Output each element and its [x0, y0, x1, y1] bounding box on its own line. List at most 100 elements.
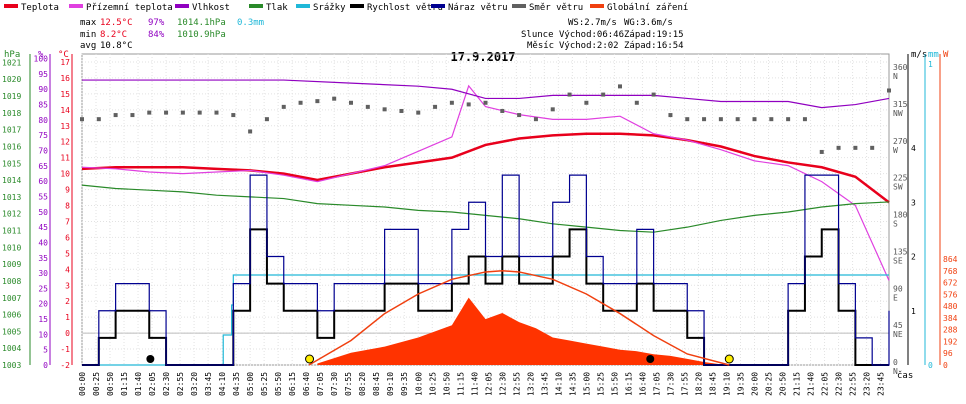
pct-tick: 5	[43, 346, 48, 355]
wind-direction-point	[702, 117, 707, 122]
wind-direction-point	[164, 110, 169, 115]
degc-tick: 17	[60, 58, 70, 67]
dir-tick-deg: 225	[893, 174, 908, 183]
info-panel: WS:2.7m/s WG:3.6m/s Slunce Východ:06:46 …	[521, 18, 684, 51]
w-tick: 576	[943, 290, 958, 299]
pct-tick: 80	[38, 116, 48, 125]
ms-tick: 4	[911, 144, 916, 153]
pct-tick: 15	[38, 315, 48, 324]
pct-tick: 90	[38, 85, 48, 94]
wind-direction-point	[685, 117, 690, 122]
legend-label: Globální záření	[607, 3, 688, 13]
time-tick: 14:35	[568, 372, 577, 396]
stats-max-temp: 12.5°C	[100, 18, 133, 28]
time-tick: 01:15	[120, 372, 129, 396]
time-tick: 07:30	[330, 372, 339, 396]
ms-axis-label: m/s	[911, 50, 927, 60]
degc-tick: 5	[65, 249, 70, 258]
degc-tick: 3	[65, 281, 70, 290]
wind-direction-point	[584, 100, 589, 105]
time-tick: 23:45	[877, 372, 886, 396]
stats-avg-temp: 10.8°C	[100, 41, 133, 51]
wind-direction-point	[618, 84, 622, 89]
wind-direction-point	[752, 117, 757, 122]
wind-direction-point	[769, 117, 774, 122]
dir-tick-deg: 315	[893, 100, 908, 109]
time-tick: 16:40	[638, 372, 647, 396]
pct-tick: 100	[34, 55, 49, 64]
mm-axis-label: mm	[928, 50, 939, 60]
w-tick: 384	[943, 314, 958, 323]
time-tick: 21:15	[793, 372, 802, 396]
hpa-tick: 1011	[2, 227, 21, 236]
plot-area	[80, 79, 891, 366]
pct-axis-label: %	[38, 50, 44, 60]
w-tick: 768	[943, 267, 958, 276]
info-sun-label: Slunce	[521, 30, 554, 40]
time-tick: 07:55	[344, 372, 353, 396]
legend-label: Srážky	[313, 3, 346, 13]
time-tick: 05:50	[274, 372, 283, 396]
hpa-tick: 1009	[2, 260, 21, 269]
hpa-tick: 1005	[2, 327, 21, 336]
hpa-tick: 1016	[2, 142, 21, 151]
legend: Teplota Přízemní teplota Vlhkost Tlak Srážky…	[4, 3, 688, 13]
wind-direction-point	[248, 129, 253, 134]
hpa-tick: 1014	[2, 176, 21, 185]
time-tick: 05:00	[246, 372, 255, 396]
time-tick: 10:50	[442, 372, 451, 396]
dir-tick-deg: 180	[893, 211, 908, 220]
time-tick: 17:05	[652, 372, 661, 396]
degc-tick: -2	[60, 361, 70, 370]
legend-label: Přízemní teplota	[86, 3, 173, 13]
time-tick: 12:30	[498, 372, 507, 396]
wind-direction-point	[500, 108, 505, 113]
time-tick: 01:40	[134, 372, 143, 396]
hpa-tick: 1003	[2, 361, 21, 370]
time-tick: 02:30	[162, 372, 171, 396]
time-tick: 15:25	[596, 372, 605, 396]
time-tick: 08:20	[358, 372, 367, 396]
time-tick: 14:10	[554, 372, 563, 396]
legend-swatch	[4, 4, 18, 8]
pct-tick: 30	[38, 269, 48, 278]
stats-max-rain: 0.3mm	[237, 18, 264, 28]
time-tick: 22:05	[821, 372, 830, 396]
degc-tick: 4	[65, 265, 70, 274]
wind-direction-point	[853, 145, 858, 150]
pct-tick: 70	[38, 147, 48, 156]
legend-swatch	[296, 4, 310, 8]
hpa-tick: 1019	[2, 92, 21, 101]
hpa-tick: 1004	[2, 344, 21, 353]
dir-tick-label: SW	[893, 183, 903, 192]
wind-direction-point	[349, 100, 353, 105]
time-tick: 17:30	[666, 372, 675, 396]
legend-label: Směr větru	[529, 3, 583, 13]
wind-direction-point	[130, 113, 135, 118]
time-tick: 18:20	[694, 372, 703, 396]
hpa-tick: 1013	[2, 193, 21, 202]
hpa-tick: 1007	[2, 294, 21, 303]
w-tick: 96	[943, 349, 953, 358]
axes: 00:00 00:25 00:50 01:15 01:40 02:05 02:30 02:55…	[2, 54, 958, 396]
dir-tick-label: E	[893, 293, 898, 302]
wind-direction-point	[819, 149, 824, 154]
degc-tick: 14	[60, 106, 70, 115]
pct-tick: 10	[38, 330, 48, 339]
wind-direction-point	[887, 88, 891, 93]
info-moonrise: Východ:2:02	[559, 41, 619, 51]
pct-tick: 60	[38, 177, 48, 186]
dir-tick-deg: 90	[893, 284, 903, 293]
stats-avg-label: avg	[80, 41, 96, 51]
wind-direction-point	[449, 100, 454, 105]
wind-direction-point	[634, 100, 639, 105]
sun-marker	[305, 354, 315, 364]
w-tick: 672	[943, 279, 958, 288]
mm-tick: 0	[928, 361, 933, 370]
time-tick: 00:50	[106, 372, 115, 396]
dir-tick-deg: 45	[893, 321, 903, 330]
hpa-tick: 1018	[2, 109, 21, 118]
dir-tick-label: N	[893, 72, 898, 81]
